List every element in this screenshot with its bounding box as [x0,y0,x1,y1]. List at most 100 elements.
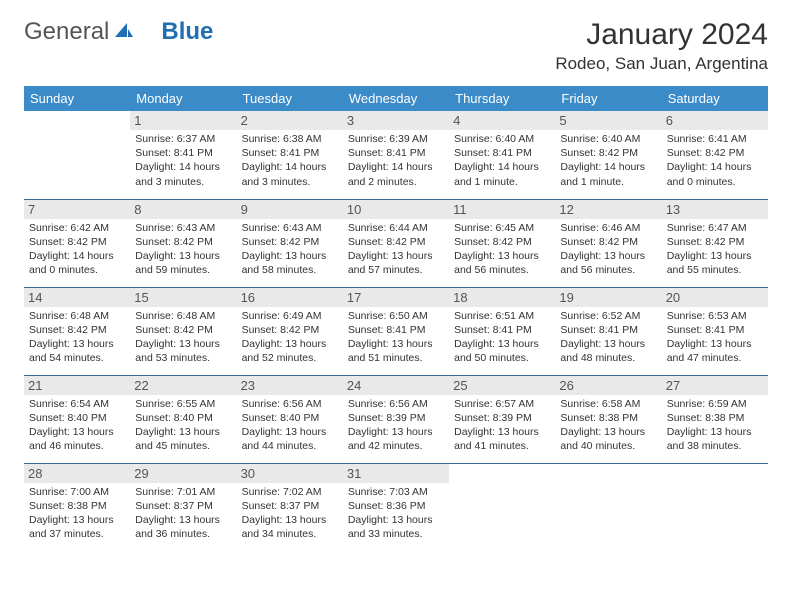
day-number: 17 [343,288,449,307]
day-number: 2 [237,111,343,130]
calendar-day: 23 Sunrise: 6:56 AMSunset: 8:40 PMDayligh… [237,375,343,463]
calendar-day: 28 Sunrise: 7:00 AMSunset: 8:38 PMDayligh… [24,463,130,551]
day-number: 19 [555,288,661,307]
calendar-row: 14 Sunrise: 6:48 AMSunset: 8:42 PMDayligh… [24,287,768,375]
calendar-day: 9 Sunrise: 6:43 AMSunset: 8:42 PMDaylight… [237,199,343,287]
calendar-day: 4 Sunrise: 6:40 AMSunset: 8:41 PMDaylight… [449,111,555,199]
day-info: Sunrise: 6:52 AMSunset: 8:41 PMDaylight:… [560,309,656,366]
calendar-day: 8Sunrise: 6:43 AMSunset: 8:42 PMDaylight… [130,199,236,287]
day-number: 30 [237,464,343,483]
calendar-day: 14 Sunrise: 6:48 AMSunset: 8:42 PMDayligh… [24,287,130,375]
day-info: Sunrise: 6:41 AMSunset: 8:42 PMDaylight:… [667,132,763,189]
day-info: Sunrise: 7:02 AMSunset: 8:37 PMDaylight:… [242,485,338,542]
calendar-row: 21Sunrise: 6:54 AMSunset: 8:40 PMDayligh… [24,375,768,463]
calendar-day: 6Sunrise: 6:41 AMSunset: 8:42 PMDaylight… [662,111,768,199]
calendar-row: 28 Sunrise: 7:00 AMSunset: 8:38 PMDayligh… [24,463,768,551]
day-number: 27 [662,376,768,395]
calendar-empty [555,463,661,551]
day-number: 1 [130,111,236,130]
calendar-day: 26 Sunrise: 6:58 AMSunset: 8:38 PMDayligh… [555,375,661,463]
calendar-day: 31 Sunrise: 7:03 AMSunset: 8:36 PMDayligh… [343,463,449,551]
day-info: Sunrise: 6:40 AMSunset: 8:42 PMDaylight:… [560,132,656,189]
day-number: 31 [343,464,449,483]
day-number: 29 [130,464,236,483]
day-info: Sunrise: 6:37 AMSunset: 8:41 PMDaylight:… [135,132,231,189]
day-number: 26 [555,376,661,395]
day-info: Sunrise: 6:39 AMSunset: 8:41 PMDaylight:… [348,132,444,189]
logo-text-1: General [24,18,109,46]
day-number: 23 [237,376,343,395]
calendar-day: 11Sunrise: 6:45 AMSunset: 8:42 PMDayligh… [449,199,555,287]
calendar-day: 29 Sunrise: 7:01 AMSunset: 8:37 PMDayligh… [130,463,236,551]
day-info: Sunrise: 6:43 AMSunset: 8:42 PMDaylight:… [242,221,338,278]
calendar-day: 1 Sunrise: 6:37 AMSunset: 8:41 PMDaylight… [130,111,236,199]
day-info: Sunrise: 6:56 AMSunset: 8:39 PMDaylight:… [348,397,444,454]
calendar-row: 7 Sunrise: 6:42 AMSunset: 8:42 PMDaylight… [24,199,768,287]
calendar-day: 27Sunrise: 6:59 AMSunset: 8:38 PMDayligh… [662,375,768,463]
day-info: Sunrise: 6:40 AMSunset: 8:41 PMDaylight:… [454,132,550,189]
calendar-empty [662,463,768,551]
calendar-day: 17Sunrise: 6:50 AMSunset: 8:41 PMDayligh… [343,287,449,375]
day-info: Sunrise: 6:44 AMSunset: 8:42 PMDaylight:… [348,221,444,278]
day-info: Sunrise: 6:51 AMSunset: 8:41 PMDaylight:… [454,309,550,366]
day-info: Sunrise: 6:56 AMSunset: 8:40 PMDaylight:… [242,397,338,454]
calendar-day: 21Sunrise: 6:54 AMSunset: 8:40 PMDayligh… [24,375,130,463]
calendar-day: 10 Sunrise: 6:44 AMSunset: 8:42 PMDayligh… [343,199,449,287]
day-number: 7 [24,200,130,219]
month-title: January 2024 [555,18,768,52]
header: General Blue January 2024 Rodeo, San Jua… [24,18,768,74]
day-info: Sunrise: 6:46 AMSunset: 8:42 PMDaylight:… [560,221,656,278]
calendar-day: 16Sunrise: 6:49 AMSunset: 8:42 PMDayligh… [237,287,343,375]
day-number: 11 [449,200,555,219]
calendar-day: 12Sunrise: 6:46 AMSunset: 8:42 PMDayligh… [555,199,661,287]
location: Rodeo, San Juan, Argentina [555,54,768,74]
day-info: Sunrise: 6:55 AMSunset: 8:40 PMDaylight:… [135,397,231,454]
day-info: Sunrise: 7:00 AMSunset: 8:38 PMDaylight:… [29,485,125,542]
calendar-day: 5Sunrise: 6:40 AMSunset: 8:42 PMDaylight… [555,111,661,199]
calendar-day: 2 Sunrise: 6:38 AMSunset: 8:41 PMDaylight… [237,111,343,199]
day-info: Sunrise: 6:48 AMSunset: 8:42 PMDaylight:… [135,309,231,366]
weekday-header: Thursday [449,86,555,111]
calendar-day: 7 Sunrise: 6:42 AMSunset: 8:42 PMDaylight… [24,199,130,287]
day-info: Sunrise: 6:48 AMSunset: 8:42 PMDaylight:… [29,309,125,366]
calendar-empty [449,463,555,551]
day-info: Sunrise: 6:47 AMSunset: 8:42 PMDaylight:… [667,221,763,278]
day-info: Sunrise: 6:38 AMSunset: 8:41 PMDaylight:… [242,132,338,189]
weekday-header: Sunday [24,86,130,111]
day-info: Sunrise: 6:53 AMSunset: 8:41 PMDaylight:… [667,309,763,366]
day-number: 15 [130,288,236,307]
day-info: Sunrise: 6:58 AMSunset: 8:38 PMDaylight:… [560,397,656,454]
title-block: January 2024 Rodeo, San Juan, Argentina [555,18,768,74]
day-number: 28 [24,464,130,483]
weekday-header: Friday [555,86,661,111]
weekday-header: Wednesday [343,86,449,111]
day-number: 16 [237,288,343,307]
sail-icon [113,18,135,46]
day-info: Sunrise: 6:42 AMSunset: 8:42 PMDaylight:… [29,221,125,278]
calendar-day: 13Sunrise: 6:47 AMSunset: 8:42 PMDayligh… [662,199,768,287]
day-number: 24 [343,376,449,395]
calendar-row: 1 Sunrise: 6:37 AMSunset: 8:41 PMDaylight… [24,111,768,199]
calendar-day: 3 Sunrise: 6:39 AMSunset: 8:41 PMDaylight… [343,111,449,199]
calendar-day: 18Sunrise: 6:51 AMSunset: 8:41 PMDayligh… [449,287,555,375]
day-number: 9 [237,200,343,219]
calendar-header: SundayMondayTuesdayWednesdayThursdayFrid… [24,86,768,111]
day-info: Sunrise: 7:03 AMSunset: 8:36 PMDaylight:… [348,485,444,542]
calendar-day: 24 Sunrise: 6:56 AMSunset: 8:39 PMDayligh… [343,375,449,463]
day-number: 3 [343,111,449,130]
logo-text-2: Blue [161,18,213,46]
day-info: Sunrise: 7:01 AMSunset: 8:37 PMDaylight:… [135,485,231,542]
day-number: 10 [343,200,449,219]
calendar-day: 20 Sunrise: 6:53 AMSunset: 8:41 PMDayligh… [662,287,768,375]
weekday-header: Monday [130,86,236,111]
day-number: 14 [24,288,130,307]
calendar-day: 22 Sunrise: 6:55 AMSunset: 8:40 PMDayligh… [130,375,236,463]
calendar-empty [24,111,130,199]
day-number: 20 [662,288,768,307]
calendar-day: 25Sunrise: 6:57 AMSunset: 8:39 PMDayligh… [449,375,555,463]
weekday-header: Saturday [662,86,768,111]
day-number: 22 [130,376,236,395]
day-number: 4 [449,111,555,130]
weekday-header: Tuesday [237,86,343,111]
day-number: 21 [24,376,130,395]
